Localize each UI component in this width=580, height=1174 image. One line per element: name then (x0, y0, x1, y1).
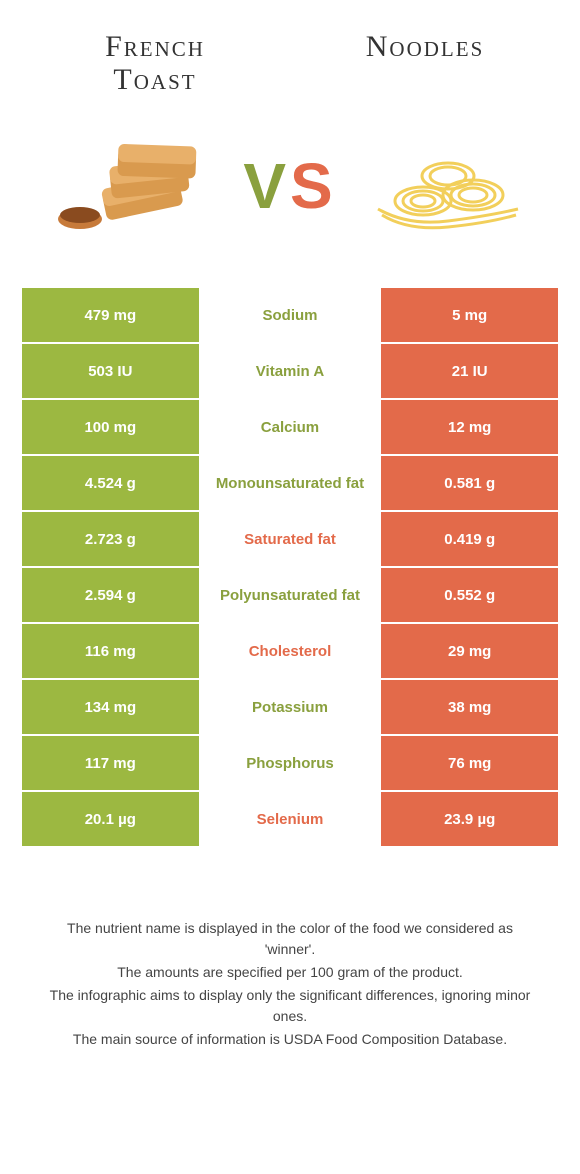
table-row: 116 mgCholesterol29 mg (22, 624, 558, 678)
vs-v: V (243, 150, 290, 222)
table-row: 117 mgPhosphorus76 mg (22, 736, 558, 790)
nutrient-label: Monounsaturated fat (201, 456, 380, 510)
right-food-title: Noodles (290, 30, 560, 96)
left-value: 479 mg (22, 288, 199, 342)
right-value: 23.9 µg (381, 792, 558, 846)
vs-label: VS (243, 149, 336, 223)
header: FrenchToast Noodles (0, 0, 580, 106)
table-row: 2.594 gPolyunsaturated fat0.552 g (22, 568, 558, 622)
table-row: 100 mgCalcium12 mg (22, 400, 558, 454)
nutrient-label: Vitamin A (201, 344, 380, 398)
nutrient-label: Potassium (201, 680, 380, 734)
table-row: 2.723 gSaturated fat0.419 g (22, 512, 558, 566)
nutrient-label: Selenium (201, 792, 380, 846)
left-value: 117 mg (22, 736, 199, 790)
footer-notes: The nutrient name is displayed in the co… (0, 848, 580, 1050)
left-value: 2.723 g (22, 512, 199, 566)
footer-line: The infographic aims to display only the… (40, 985, 540, 1027)
right-value: 12 mg (381, 400, 558, 454)
right-value: 5 mg (381, 288, 558, 342)
left-value: 100 mg (22, 400, 199, 454)
left-value: 116 mg (22, 624, 199, 678)
table-row: 20.1 µgSelenium23.9 µg (22, 792, 558, 846)
vs-s: S (290, 150, 337, 222)
footer-line: The nutrient name is displayed in the co… (40, 918, 540, 960)
nutrient-label: Polyunsaturated fat (201, 568, 380, 622)
right-value: 0.581 g (381, 456, 558, 510)
right-value: 0.552 g (381, 568, 558, 622)
footer-line: The main source of information is USDA F… (40, 1029, 540, 1050)
vs-row: VS (0, 106, 580, 286)
table-row: 503 IUVitamin A21 IU (22, 344, 558, 398)
left-value: 2.594 g (22, 568, 199, 622)
right-value: 21 IU (381, 344, 558, 398)
nutrient-label: Cholesterol (201, 624, 380, 678)
right-value: 38 mg (381, 680, 558, 734)
noodles-icon (347, 126, 550, 246)
left-value: 134 mg (22, 680, 199, 734)
left-value: 20.1 µg (22, 792, 199, 846)
table-row: 4.524 gMonounsaturated fat0.581 g (22, 456, 558, 510)
comparison-table: 479 mgSodium5 mg503 IUVitamin A21 IU100 … (20, 286, 560, 848)
nutrient-label: Sodium (201, 288, 380, 342)
nutrient-label: Phosphorus (201, 736, 380, 790)
french-toast-icon (30, 126, 233, 246)
table-row: 134 mgPotassium38 mg (22, 680, 558, 734)
right-value: 0.419 g (381, 512, 558, 566)
nutrient-label: Calcium (201, 400, 380, 454)
right-value: 76 mg (381, 736, 558, 790)
footer-line: The amounts are specified per 100 gram o… (40, 962, 540, 983)
left-food-title: FrenchToast (20, 30, 290, 96)
nutrient-label: Saturated fat (201, 512, 380, 566)
right-value: 29 mg (381, 624, 558, 678)
table-row: 479 mgSodium5 mg (22, 288, 558, 342)
left-value: 503 IU (22, 344, 199, 398)
left-value: 4.524 g (22, 456, 199, 510)
